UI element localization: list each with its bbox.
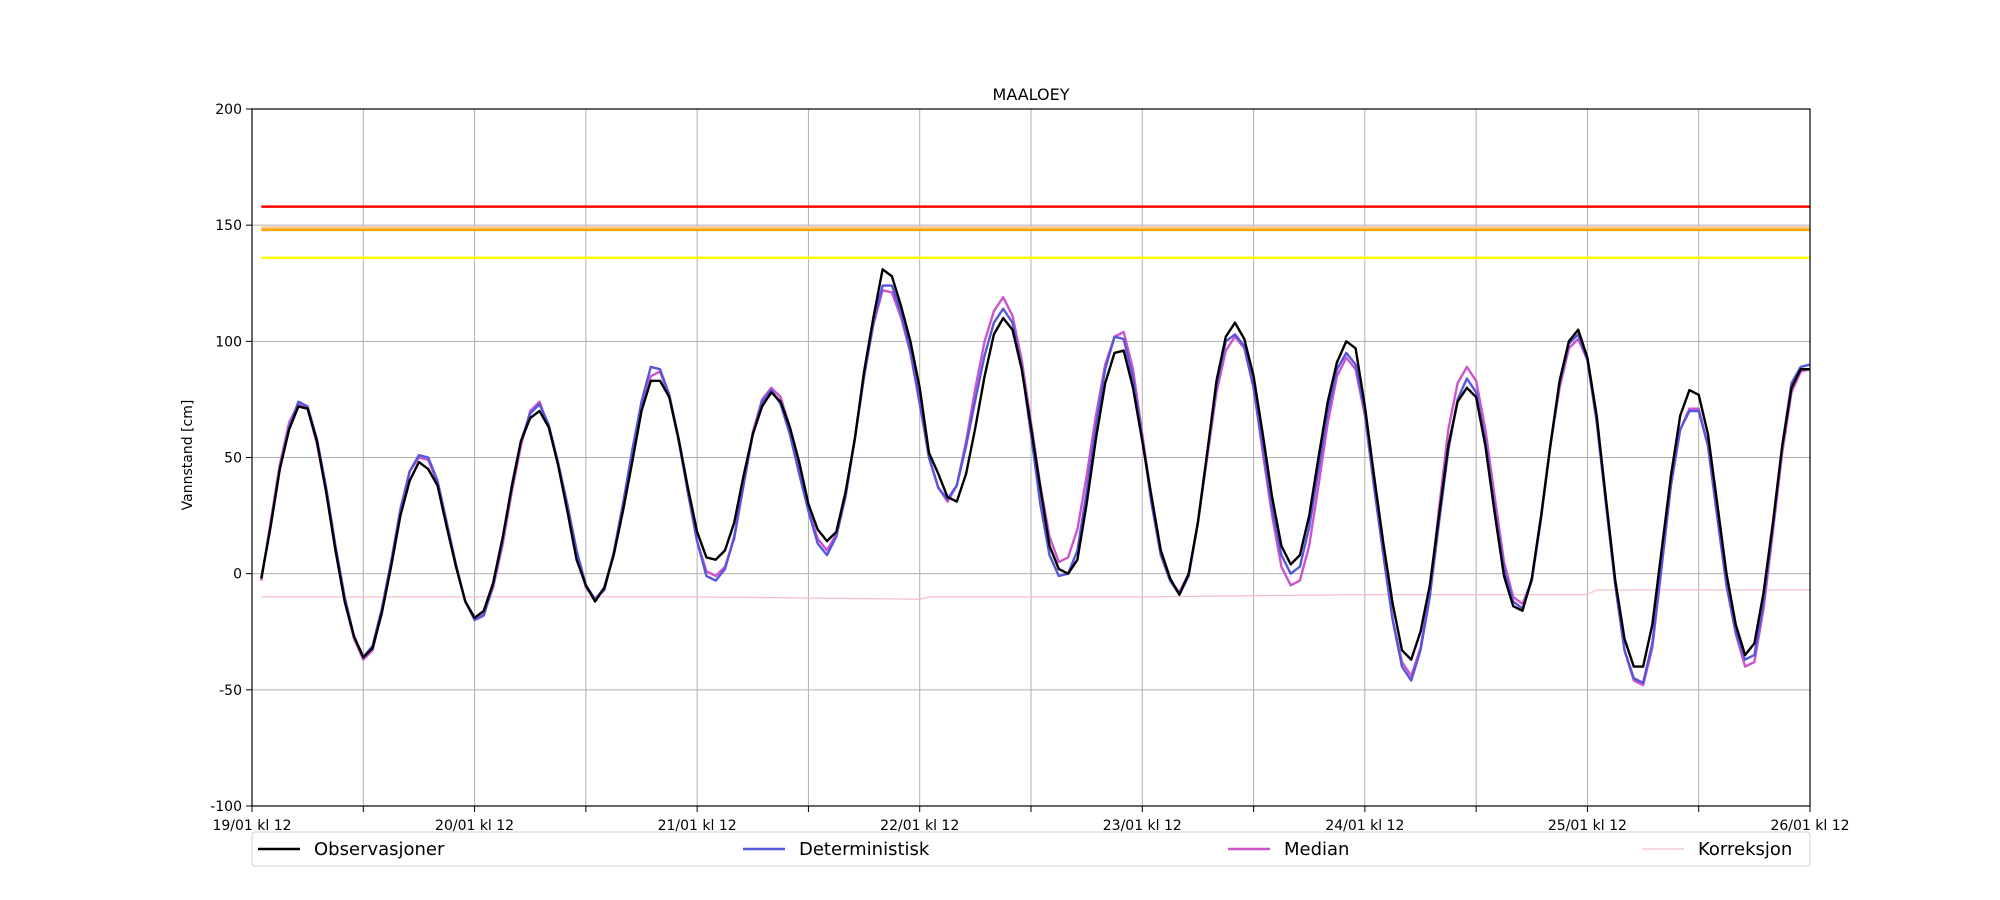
- y-tick-label: -100: [210, 799, 242, 815]
- x-tick-label: 21/01 kl 12: [658, 818, 737, 834]
- x-tick-label: 20/01 kl 12: [435, 818, 514, 834]
- legend-label: Deterministisk: [799, 839, 930, 860]
- series-line-deterministisk: [260, 284, 1811, 685]
- y-tick-label: 200: [215, 102, 242, 118]
- legend-label: Median: [1284, 839, 1349, 860]
- x-tick-label: 26/01 kl 12: [1770, 818, 1849, 834]
- series-lines: [260, 268, 1811, 687]
- legend: Observasjoner Deterministisk Median Korreks…: [251, 831, 1811, 867]
- series-line-median: [260, 289, 1811, 687]
- x-tick-label: 19/01 kl 12: [212, 818, 291, 834]
- y-tick-label: 150: [215, 218, 242, 234]
- y-tick-label: 50: [224, 451, 242, 467]
- x-tick-label: 25/01 kl 12: [1548, 818, 1627, 834]
- legend-box: [251, 831, 1811, 867]
- series-line-observasjoner: [260, 268, 1810, 668]
- x-tick-label: 24/01 kl 12: [1325, 818, 1404, 834]
- y-tick-label: 0: [233, 567, 242, 583]
- y-axis-label: Vannstand [cm]: [180, 400, 196, 511]
- y-tick-label: -50: [219, 683, 242, 699]
- axis-ticks: 19/01 kl 12 20/01 kl 12 21/01 kl 12 22/01 k…: [210, 102, 1849, 834]
- threshold-lines: [261, 205, 1810, 259]
- chart-title: MAALOEY: [993, 85, 1070, 104]
- series-line-korreksjon: [261, 589, 1810, 600]
- y-tick-label: 100: [215, 334, 242, 350]
- grid-lines: [251, 108, 1811, 807]
- x-tick-label: 23/01 kl 12: [1103, 818, 1182, 834]
- legend-label: Observasjoner: [314, 839, 445, 860]
- legend-label: Korreksjon: [1698, 839, 1792, 860]
- x-tick-label: 22/01 kl 12: [880, 818, 959, 834]
